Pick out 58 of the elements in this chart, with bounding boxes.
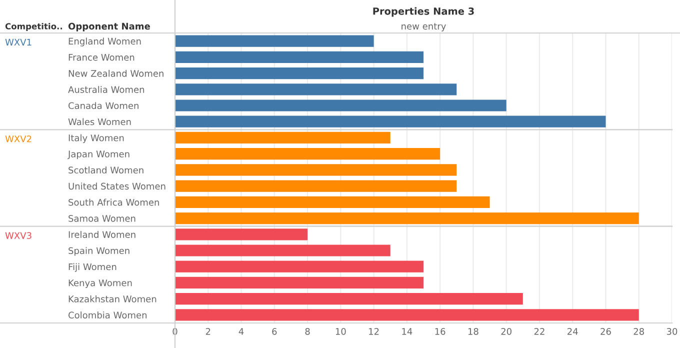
y-tick-label: Australia Women (68, 86, 144, 93)
x-tick-label: 6 (272, 328, 277, 335)
x-tick-label: 10 (336, 328, 346, 335)
x-tick-label: 18 (468, 328, 478, 335)
y-tick-label: Ireland Women (68, 230, 136, 238)
bar (175, 67, 424, 80)
bar (175, 212, 639, 224)
y-tick-label: England Women (68, 38, 141, 46)
x-tick-label: 24 (568, 328, 578, 335)
bar (175, 35, 374, 47)
bar (175, 196, 490, 208)
bar (175, 164, 457, 176)
y-tick-label: Samoa Women (68, 215, 136, 222)
y-tick-label: Wales Women (68, 118, 131, 126)
x-tick-label: 2 (206, 328, 210, 335)
bar (175, 309, 639, 321)
bar (175, 132, 390, 144)
y-tick-label: Canada Women (68, 102, 138, 110)
y-tick-label: Fiji Women (68, 263, 116, 272)
x-tick-label: 28 (634, 328, 644, 335)
chart-subtitle: new entry (402, 23, 446, 32)
bar (175, 100, 506, 112)
y-tick-label: United States Women (68, 182, 166, 190)
y-tick-label: Spain Women (68, 247, 130, 256)
bar (175, 276, 424, 289)
x-tick-label: 30 (666, 328, 678, 335)
y-tick-label: New Zealand Women (68, 70, 164, 77)
x-tick-label: 20 (501, 328, 512, 335)
text: WXV2 (5, 135, 32, 142)
text: WXV1 (5, 38, 32, 46)
bar (175, 84, 457, 96)
bar (175, 180, 457, 192)
x-tick-label: 8 (305, 328, 310, 335)
x-tick-label: 22 (534, 328, 544, 335)
bar (175, 260, 424, 272)
bar (175, 293, 523, 305)
x-tick-label: 26 (600, 328, 611, 335)
y-tick-label: Italy Women (68, 134, 124, 144)
x-tick-label: 4 (238, 328, 244, 335)
bar (175, 244, 390, 256)
y-tick-label: South Africa Women (68, 198, 159, 206)
y-axis-title: Opponent Name (68, 22, 150, 32)
x-tick-label: 14 (402, 328, 412, 335)
text: WXV3 (5, 232, 32, 239)
y-tick-label: Colombia Women (68, 312, 147, 319)
y-tick-label: Scotland Women (68, 166, 144, 174)
y-tick-label: Japan Women (68, 150, 130, 160)
x-tick-label: 12 (369, 328, 379, 335)
bar (175, 116, 606, 128)
bar (175, 51, 424, 63)
y-tick-label: Kazakhstan Women (68, 295, 156, 302)
chart-title: Properties Name 3 (373, 7, 474, 17)
y-tick-label: France Women (68, 54, 134, 61)
bar (175, 148, 440, 160)
text: Competitio.. (5, 22, 62, 32)
y-tick-label: Kenya Women (68, 280, 132, 288)
bar (175, 228, 308, 240)
x-tick-label: 16 (435, 328, 446, 335)
